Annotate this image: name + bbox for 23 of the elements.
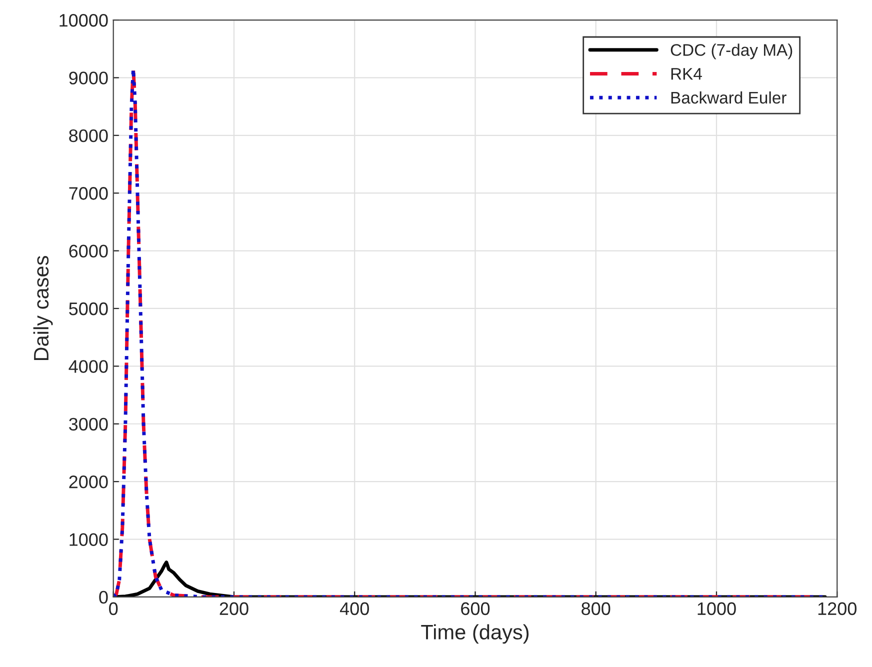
- y-axis-title: Daily cases: [33, 256, 53, 360]
- x-tick-label: 1200: [818, 602, 856, 616]
- y-tick-label: 6000: [69, 244, 108, 258]
- y-tick-label: 3000: [69, 418, 108, 431]
- y-tick-label: 0: [99, 590, 108, 604]
- x-tick-label: 0: [109, 602, 118, 616]
- y-tick-label: 5000: [69, 302, 108, 316]
- legend-label: RK4: [671, 68, 702, 80]
- y-tick-label: 8000: [69, 129, 108, 142]
- legend-label: Backward Euler: [671, 91, 786, 104]
- legend-label: CDC (7-day MA): [670, 44, 792, 60]
- y-tick-label: 10000: [60, 14, 108, 27]
- y-tick-label: 4000: [68, 360, 108, 373]
- x-axis-title: Time (days): [421, 624, 529, 644]
- y-tick-label: 9000: [69, 72, 108, 84]
- y-tick-label: 1000: [70, 533, 108, 546]
- x-tick-label: 400: [340, 602, 369, 616]
- y-tick-label: 7000: [69, 187, 108, 200]
- x-tick-label: 200: [220, 602, 248, 616]
- x-tick-label: 800: [582, 602, 610, 616]
- x-tick-label: 600: [461, 602, 490, 616]
- x-tick-label: 1000: [698, 602, 736, 616]
- y-tick-label: 2000: [69, 476, 108, 488]
